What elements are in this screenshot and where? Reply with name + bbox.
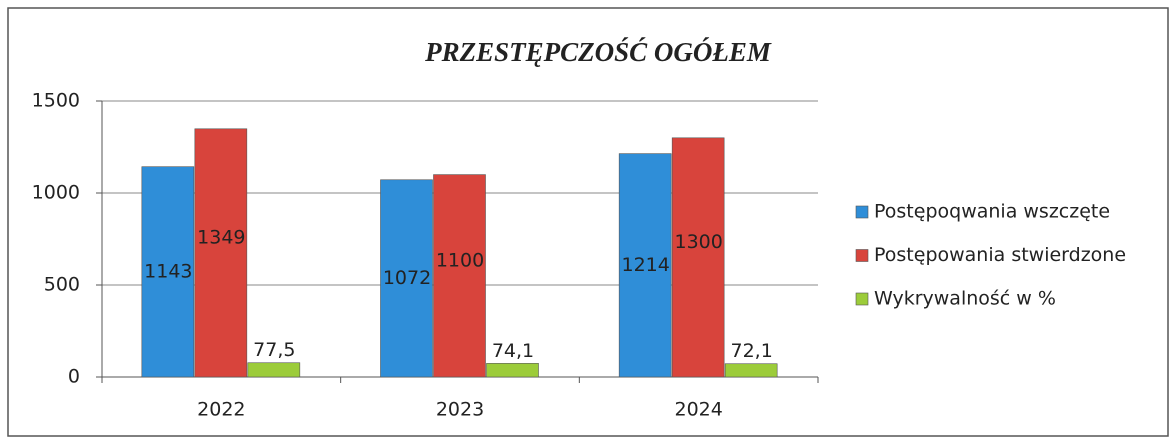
bar [380,179,433,378]
legend-swatch [855,292,869,306]
bar [671,137,725,378]
x-tick-label: 2024 [674,399,722,421]
chart-title: PRZESTĘPCZOŚĆ OGÓŁEM [424,37,772,67]
value-label: 1214 [621,254,669,276]
value-label: 1072 [383,267,431,289]
frame [7,7,1169,437]
bar [618,153,672,378]
legend-label: Postępoqwania wszczęte [874,201,1110,223]
x-tick-label: 2023 [436,399,484,421]
legend-label: Wykrywalność w % [874,288,1056,310]
x-tick-label: 2022 [197,399,245,421]
legend-swatch [855,249,869,262]
value-label: 1143 [144,260,192,282]
legend-swatch [855,205,869,219]
y-tick-label: 0 [68,366,80,388]
y-tick-label: 1000 [32,182,80,204]
value-label: 74,1 [492,340,534,362]
y-tick-label: 1500 [32,90,80,112]
bar [247,362,301,378]
value-label: 1100 [436,249,484,271]
bar [433,174,486,378]
value-label: 77,5 [253,339,295,361]
bar [194,128,248,378]
bar [724,363,778,378]
bar [486,363,539,378]
y-tick-label: 500 [44,274,80,296]
value-label: 1349 [197,226,245,248]
legend-label: Postępowania stwierdzone [874,244,1126,266]
bar [141,166,195,378]
value-label: 1300 [674,231,722,253]
value-label: 72,1 [731,340,773,362]
